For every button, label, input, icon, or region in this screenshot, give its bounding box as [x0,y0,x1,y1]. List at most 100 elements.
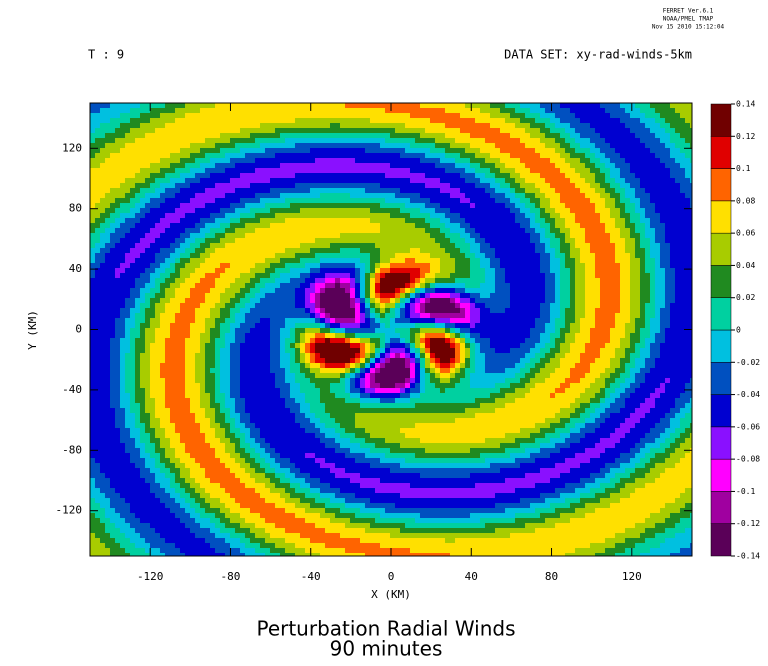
contour-cell [140,108,146,114]
contour-cell [405,213,411,219]
contour-cell [435,248,441,254]
contour-cell [310,158,316,164]
contour-cell [210,153,216,159]
contour-cell [140,238,146,244]
contour-cell [505,263,511,269]
contour-cell [370,193,376,199]
contour-cell [540,303,546,309]
contour-cell [280,203,286,209]
contour-cell [120,248,126,254]
contour-cell [500,108,506,114]
contour-cell [430,183,436,189]
contour-cell [245,298,251,304]
contour-cell [350,288,356,294]
contour-cell [435,103,441,109]
contour-cell [230,273,236,279]
contour-cell [560,273,566,279]
contour-cell [190,188,196,194]
contour-cell [670,183,676,189]
contour-cell [675,198,681,204]
contour-cell [455,278,461,284]
contour-cell [350,273,356,279]
contour-cell [410,108,416,114]
contour-cell [235,208,241,214]
contour-cell [90,173,96,179]
contour-cell [510,153,516,159]
contour-cell [160,273,166,279]
contour-cell [320,233,326,239]
contour-cell [260,113,266,119]
contour-cell [555,253,561,259]
contour-cell [220,188,226,194]
contour-cell [600,118,606,124]
contour-cell [510,288,516,294]
contour-cell [415,123,421,129]
contour-cell [100,293,106,299]
contour-cell [185,148,191,154]
contour-cell [305,258,311,264]
contour-cell [145,288,151,294]
contour-cell [145,278,151,284]
contour-cell [210,233,216,239]
contour-cell [650,243,656,249]
contour-cell [110,188,116,194]
contour-cell [305,218,311,224]
contour-cell [420,278,426,284]
contour-cell [330,273,336,279]
contour-cell [620,143,626,149]
contour-cell [565,268,571,274]
contour-cell [625,198,631,204]
contour-cell [545,128,551,134]
contour-cell [490,188,496,194]
contour-cell [650,178,656,184]
contour-cell [105,193,111,199]
contour-cell [155,213,161,219]
contour-cell [650,278,656,284]
contour-cell [295,168,301,174]
contour-cell [500,193,506,199]
contour-cell [265,248,271,254]
contour-cell [365,253,371,259]
contour-cell [600,148,606,154]
contour-cell [125,168,131,174]
contour-cell [555,123,561,129]
contour-cell [345,168,351,174]
contour-cell [640,123,646,129]
contour-cell [180,143,186,149]
contour-cell [665,258,671,264]
contour-cell [180,168,186,174]
contour-cell [365,238,371,244]
contour-cell [380,173,386,179]
contour-cell [570,303,576,309]
contour-cell [185,208,191,214]
contour-cell [460,258,466,264]
contour-cell [420,183,426,189]
contour-cell [290,113,296,119]
contour-cell [370,283,376,289]
contour-cell [500,228,506,234]
contour-cell [690,183,693,189]
contour-cell [150,148,156,154]
contour-cell [375,223,381,229]
contour-cell [595,148,601,154]
contour-cell [625,168,631,174]
contour-cell [355,223,361,229]
contour-cell [335,248,341,254]
contour-cell [140,173,146,179]
contour-cell [210,218,216,224]
contour-cell [155,298,161,304]
contour-cell [220,308,226,314]
contour-cell [300,133,306,139]
contour-cell [280,163,286,169]
contour-cell [290,243,296,249]
contour-cell [480,163,486,169]
contour-cell [200,168,206,174]
contour-cell [155,273,161,279]
contour-cell [345,293,351,299]
contour-cell [275,278,281,284]
contour-cell [565,153,571,159]
contour-cell [385,113,391,119]
contour-cell [170,218,176,224]
contour-cell [685,143,691,149]
contour-cell [120,303,126,309]
